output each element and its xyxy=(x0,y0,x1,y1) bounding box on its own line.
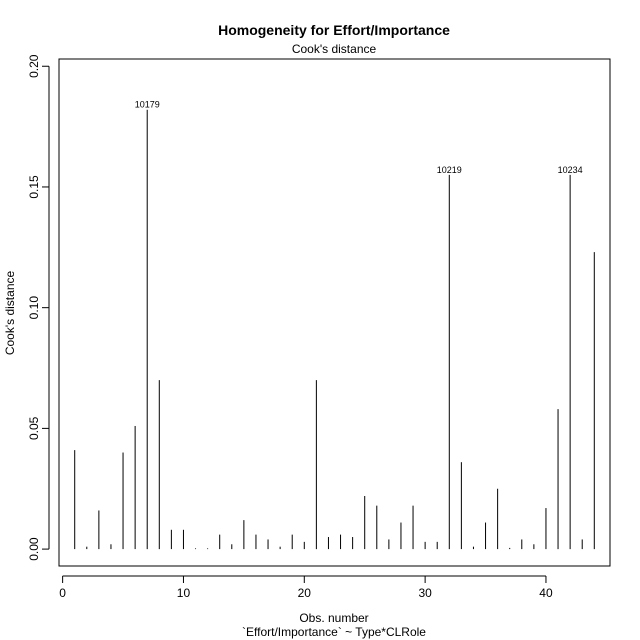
y-tick-label: 0.05 xyxy=(27,416,41,440)
x-tick-label: 0 xyxy=(59,586,66,600)
y-tick-label: 0.00 xyxy=(27,537,41,561)
chart-title: Homogeneity for Effort/Importance xyxy=(218,22,450,38)
chart-subtitle: Cook's distance xyxy=(292,42,377,56)
point-label: 10179 xyxy=(135,100,160,110)
bars-group xyxy=(74,109,595,550)
x-tick-label: 10 xyxy=(177,586,191,600)
point-labels-group: 10179 10219 10234 xyxy=(135,100,583,175)
x-axis-label: Obs. number xyxy=(299,611,368,625)
x-tick-label: 20 xyxy=(298,586,312,600)
y-tick-label: 0.20 xyxy=(27,54,41,78)
x-tick-label: 40 xyxy=(539,586,553,600)
y-tick-label: 0.10 xyxy=(27,296,41,320)
y-axis-label: Cook's distance xyxy=(3,271,17,356)
plot-frame xyxy=(58,58,611,567)
x-tick-label: 30 xyxy=(418,586,432,600)
x-axis-sublabel: `Effort/Importance` ~ Type*CLRole xyxy=(242,625,426,639)
y-tick-label: 0.15 xyxy=(27,175,41,199)
point-label: 10219 xyxy=(437,165,462,175)
y-axis: 0.00 0.05 0.10 0.15 0.20 xyxy=(27,54,50,561)
x-axis: 0 10 20 30 40 xyxy=(59,575,553,600)
point-label: 10234 xyxy=(558,165,583,175)
